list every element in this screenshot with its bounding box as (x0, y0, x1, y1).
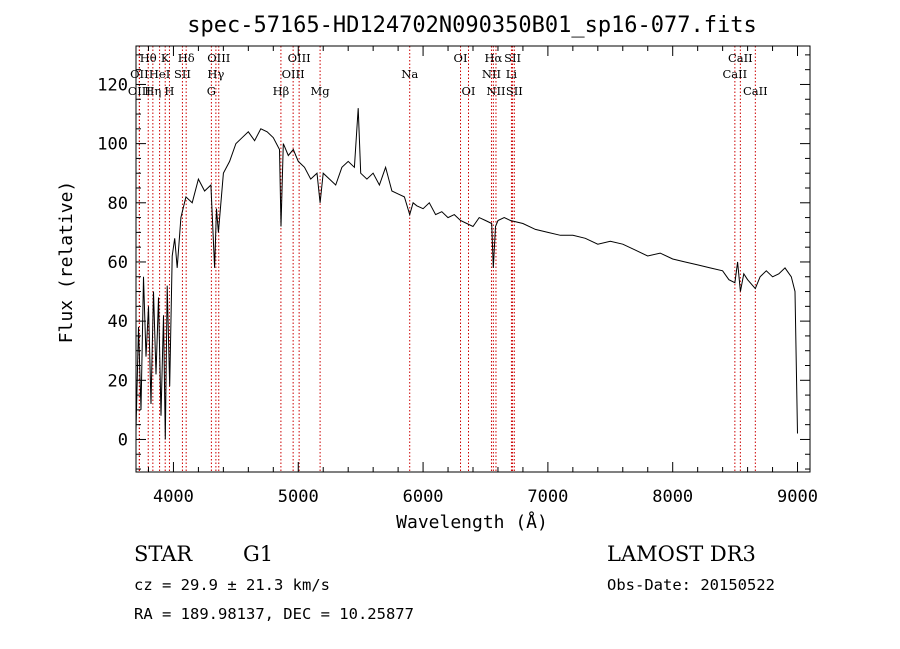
x-tick-label: 6000 (403, 487, 444, 507)
line-label: OIII (282, 67, 305, 81)
line-label: Hγ (207, 67, 224, 81)
y-axis: 0 20 40 60 80 100 120 (97, 54, 810, 470)
line-label: OI (462, 84, 476, 98)
x-tick-label: 4000 (153, 487, 194, 507)
line-label: HeI (149, 67, 170, 81)
y-tick-label: 120 (97, 75, 128, 95)
y-axis-label: Flux (relative) (56, 181, 77, 344)
line-label: Hδ (178, 51, 195, 65)
line-label: H (164, 84, 174, 98)
x-tick-label: 9000 (777, 487, 818, 507)
object-class: STAR (134, 542, 193, 566)
line-label: CaII (743, 84, 768, 98)
y-tick-label: 100 (97, 135, 128, 155)
line-label: NII (482, 67, 501, 81)
line-label: SII (174, 67, 191, 81)
line-label: CaII (728, 51, 753, 65)
line-label: Na (401, 67, 418, 81)
y-tick-label: 20 (108, 371, 128, 391)
observation-date: Obs-Date: 20150522 (607, 576, 775, 594)
line-label: OIII (288, 51, 311, 65)
line-label: Hθ (140, 51, 157, 65)
line-label: OIII (207, 51, 230, 65)
survey-label: LAMOST DR3 (607, 542, 756, 566)
line-label: NII (486, 84, 505, 98)
y-tick-label: 60 (108, 253, 128, 273)
spectral-line-markers (138, 46, 756, 472)
object-subclass: G1 (243, 542, 273, 566)
line-label: Mg (311, 84, 331, 98)
x-axis: 4000 5000 6000 7000 8000 9000 (147, 46, 818, 507)
y-tick-label: 80 (108, 194, 128, 214)
plot-frame (135, 45, 811, 473)
line-label: Li (506, 67, 518, 81)
x-axis-label: Wavelength (Å) (396, 511, 548, 533)
line-label: Hβ (273, 84, 290, 98)
line-label: SII (504, 51, 521, 65)
line-label: Hη (144, 84, 161, 98)
x-tick-label: 5000 (278, 487, 319, 507)
x-tick-label: 8000 (652, 487, 693, 507)
line-label: OII (130, 67, 149, 81)
spectrum-line (135, 108, 798, 440)
line-label: Hα (484, 51, 502, 65)
line-label: G (207, 84, 216, 98)
y-tick-label: 0 (118, 430, 128, 450)
x-tick-label: 7000 (527, 487, 568, 507)
y-tick-label: 40 (108, 312, 128, 332)
line-label: OI (454, 51, 468, 65)
coordinates: RA = 189.98137, DEC = 10.25877 (134, 605, 414, 623)
line-label: OIII (128, 84, 151, 98)
redshift-cz: cz = 29.9 ± 21.3 km/s (134, 576, 330, 594)
chart-title: spec-57165-HD124702N090350B01_sp16-077.f… (187, 13, 757, 38)
line-label: SII (506, 84, 523, 98)
line-label: CaII (722, 67, 747, 81)
line-label: K (161, 51, 170, 65)
